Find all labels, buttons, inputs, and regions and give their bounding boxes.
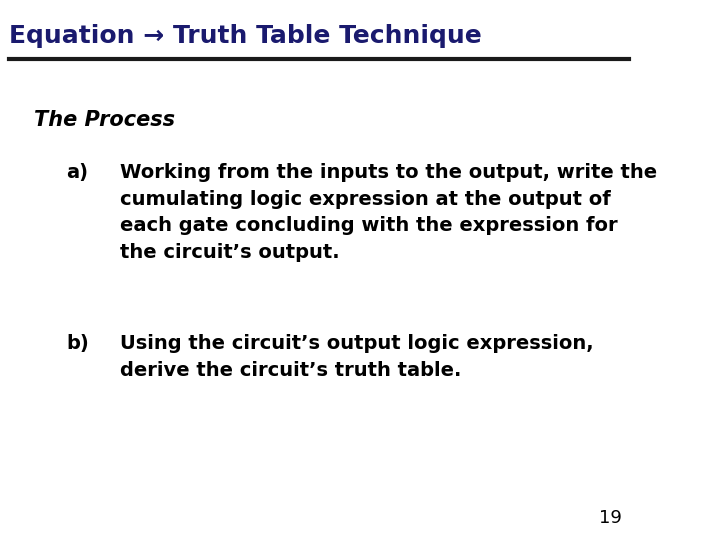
Text: a): a) xyxy=(66,163,88,182)
Text: Using the circuit’s output logic expression,
derive the circuit’s truth table.: Using the circuit’s output logic express… xyxy=(120,334,593,380)
Text: Equation → Truth Table Technique: Equation → Truth Table Technique xyxy=(9,24,482,48)
Text: 19: 19 xyxy=(599,509,622,526)
Text: b): b) xyxy=(66,334,89,353)
Text: The Process: The Process xyxy=(35,110,176,130)
Text: Working from the inputs to the output, write the
cumulating logic expression at : Working from the inputs to the output, w… xyxy=(120,163,657,261)
